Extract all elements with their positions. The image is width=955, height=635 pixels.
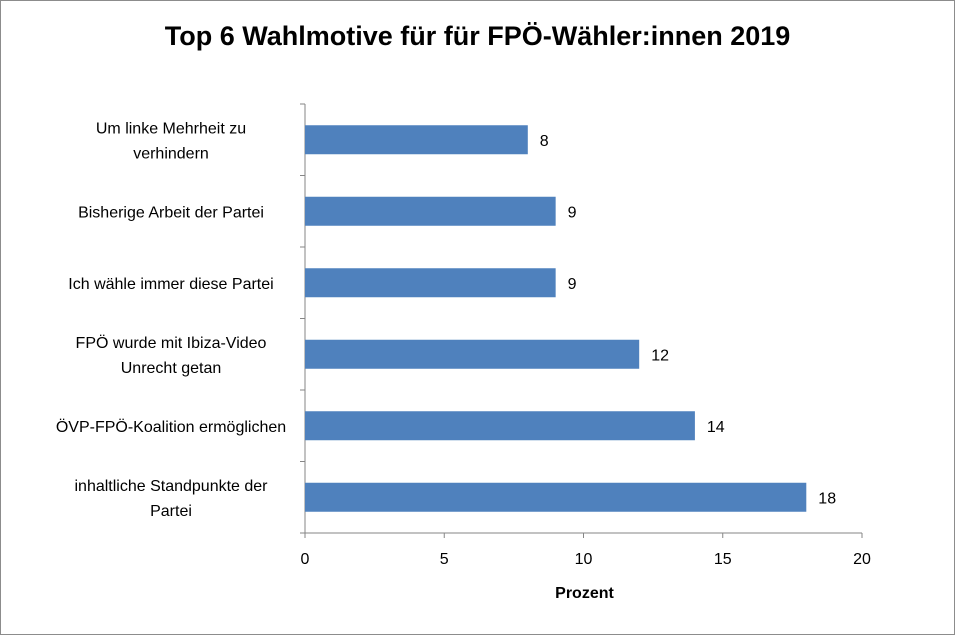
category-label-line: Unrecht getan bbox=[121, 360, 222, 377]
data-label: 8 bbox=[540, 133, 549, 150]
data-label: 9 bbox=[568, 204, 577, 221]
x-tick-label: 15 bbox=[714, 551, 732, 568]
data-label: 9 bbox=[568, 276, 577, 293]
category-label: Bisherige Arbeit der Partei bbox=[78, 204, 264, 221]
category-label: inhaltliche Standpunkte der Partei bbox=[74, 478, 268, 520]
chart-title: Top 6 Wahlmotive für für FPÖ-Wähler:inne… bbox=[164, 21, 791, 51]
category-label-line: Bisherige Arbeit der Partei bbox=[78, 204, 264, 221]
bar bbox=[305, 411, 695, 441]
x-tick-label: 5 bbox=[440, 551, 449, 568]
bar bbox=[305, 339, 640, 369]
category-label-line: Um linke Mehrheit zu bbox=[96, 120, 246, 137]
category-label-line: Partei bbox=[150, 503, 192, 520]
x-axis-title: Prozent bbox=[555, 585, 614, 602]
category-label-line: inhaltliche Standpunkte der bbox=[74, 478, 268, 495]
data-label: 14 bbox=[707, 419, 725, 436]
bar bbox=[305, 482, 807, 512]
data-label: 18 bbox=[818, 490, 836, 507]
category-label: FPÖ wurde mit Ibiza-Video Unrecht getan bbox=[76, 334, 267, 377]
bar bbox=[305, 125, 528, 155]
category-label-line: FPÖ wurde mit Ibiza-Video bbox=[76, 334, 267, 352]
x-tick-label: 10 bbox=[575, 551, 593, 568]
category-label-line: verhindern bbox=[133, 145, 209, 162]
category-label: Ich wähle immer diese Partei bbox=[68, 276, 273, 293]
category-label-line: ÖVP-FPÖ-Koalition ermöglichen bbox=[56, 418, 286, 436]
bar bbox=[305, 196, 556, 226]
category-label: Um linke Mehrheit zu verhindern bbox=[96, 120, 246, 162]
data-label: 12 bbox=[651, 347, 669, 364]
category-label-line: Ich wähle immer diese Partei bbox=[68, 276, 273, 293]
x-tick-label: 20 bbox=[853, 551, 871, 568]
category-label: ÖVP-FPÖ-Koalition ermöglichen bbox=[56, 418, 286, 436]
bar bbox=[305, 268, 556, 298]
x-tick-label: 0 bbox=[301, 551, 310, 568]
